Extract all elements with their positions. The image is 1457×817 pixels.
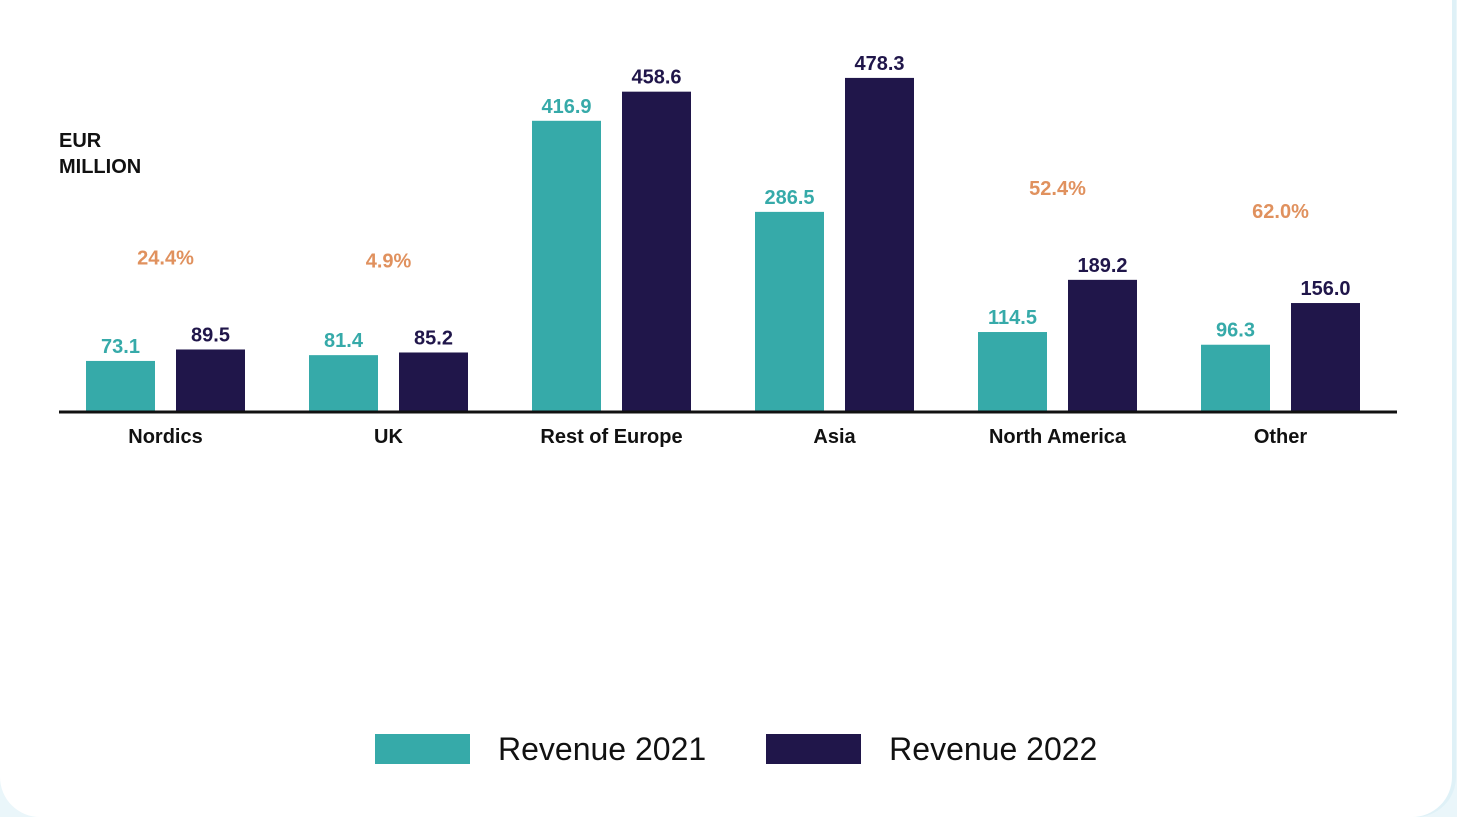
growth-label-other: 62.0% [1252, 201, 1309, 223]
value-label-uk-revenue-2021: 81.4 [324, 330, 364, 352]
unit-label-line-1: EUR [59, 130, 102, 152]
legend-item-revenue-2021: Revenue 2021 [375, 731, 706, 768]
value-label-asia-revenue-2021: 286.5 [764, 187, 814, 209]
legend-swatch-revenue-2021 [375, 734, 470, 764]
category-label-uk: UK [374, 426, 403, 448]
category-label-north-america: North America [989, 426, 1127, 448]
legend-item-revenue-2022: Revenue 2022 [766, 731, 1097, 768]
growth-label-north-america: 52.4% [1029, 178, 1086, 200]
category-label-rest-of-europe: Rest of Europe [540, 426, 682, 448]
value-label-other-revenue-2021: 96.3 [1216, 320, 1255, 342]
legend-label-revenue-2022: Revenue 2022 [889, 730, 1098, 767]
unit-label-line-2: MILLION [59, 156, 142, 178]
value-label-rest-of-europe-revenue-2021: 416.9 [541, 96, 591, 118]
value-label-north-america-revenue-2021: 114.5 [988, 307, 1037, 329]
category-label-other: Other [1254, 426, 1308, 448]
value-label-asia-revenue-2022: 478.3 [854, 53, 904, 75]
bar-rest-of-europe-revenue-2022 [622, 91, 691, 412]
bar-north-america-revenue-2021 [978, 332, 1047, 412]
bar-other-revenue-2021 [1201, 344, 1270, 412]
value-label-north-america-revenue-2022: 189.2 [1077, 255, 1127, 277]
category-label-asia: Asia [813, 426, 856, 448]
value-label-nordics-revenue-2022: 89.5 [191, 324, 230, 346]
bar-uk-revenue-2022 [399, 352, 468, 412]
bar-nordics-revenue-2022 [176, 349, 245, 412]
bar-chart: 73.1 89.5 Nordics 24.4% 81.4 85.2 UK 4.9% 416.9 4… [59, 53, 1397, 448]
bar-asia-revenue-2021 [755, 211, 824, 412]
unit-label: EUR MILLION [59, 128, 141, 180]
value-label-uk-revenue-2022: 85.2 [414, 327, 453, 349]
bar-uk-revenue-2021 [309, 355, 378, 412]
bar-other-revenue-2022 [1291, 303, 1360, 412]
bar-rest-of-europe-revenue-2021 [532, 120, 601, 412]
legend: Revenue 2021 Revenue 2022 [375, 726, 1097, 772]
value-label-rest-of-europe-revenue-2022: 458.6 [631, 67, 681, 89]
category-label-nordics: Nordics [128, 426, 202, 448]
legend-label-revenue-2021: Revenue 2021 [498, 730, 707, 767]
bar-north-america-revenue-2022 [1068, 279, 1137, 412]
value-label-other-revenue-2022: 156.0 [1300, 278, 1350, 300]
legend-swatch-revenue-2022 [766, 734, 862, 764]
growth-label-uk: 4.9% [366, 250, 412, 272]
bar-asia-revenue-2022 [845, 77, 914, 413]
bar-nordics-revenue-2021 [86, 360, 155, 412]
growth-label-nordics: 24.4% [137, 247, 194, 269]
value-label-nordics-revenue-2021: 73.1 [101, 336, 140, 358]
